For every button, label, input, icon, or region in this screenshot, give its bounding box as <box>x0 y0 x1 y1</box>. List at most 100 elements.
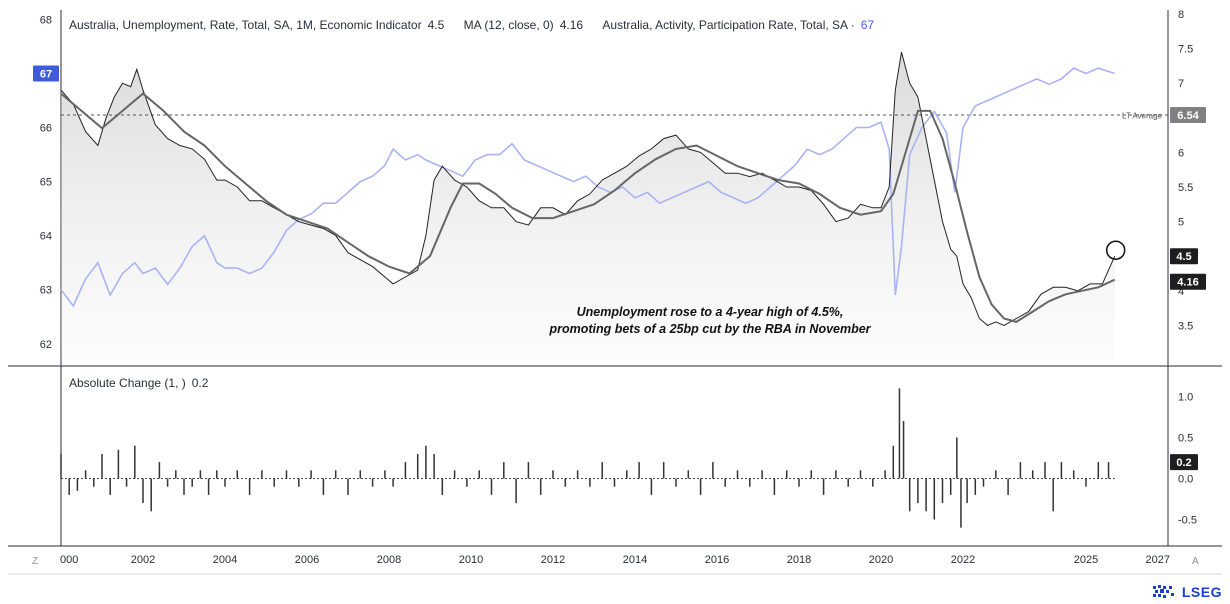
change-bar <box>884 470 886 479</box>
change-bar <box>960 478 962 528</box>
ma-badge-bg <box>1170 273 1206 290</box>
value-badges: 676.544.54.160.2 <box>33 65 1206 471</box>
x-axis-tick: 2018 <box>787 554 811 566</box>
lt-average-label: LT Average <box>1122 112 1163 121</box>
change-bar <box>150 478 152 512</box>
change-bar <box>576 470 579 479</box>
change-badge: 0.2 <box>1176 457 1191 469</box>
change-bar <box>101 453 103 479</box>
legend-ma-value: 4.16 <box>559 18 584 32</box>
change-bar <box>872 478 874 487</box>
x-axis-tick: 2002 <box>131 554 155 566</box>
change-bar <box>322 478 325 495</box>
legend-ma-label: MA (12, close, 0) <box>463 18 554 32</box>
change-bar <box>589 478 591 487</box>
change-bar <box>724 478 726 487</box>
change-bar <box>798 478 800 487</box>
change-bar <box>285 470 288 479</box>
series-lines: LT Average <box>60 51 1168 326</box>
left-axis-tick: 62 <box>40 339 52 351</box>
change-bar <box>236 470 239 479</box>
ma-badge: 4.16 <box>1177 277 1198 289</box>
change-bar <box>638 462 640 479</box>
change-bar <box>261 470 263 479</box>
ma-line <box>60 92 1116 323</box>
left-axis-tick: 68 <box>40 14 52 26</box>
left-axis-tick: 63 <box>40 285 52 297</box>
change-bar <box>199 470 202 479</box>
change-bar <box>125 478 128 487</box>
change-bar <box>699 478 702 495</box>
x-axis-tick: 2027 <box>1146 554 1170 566</box>
change-bar <box>785 470 788 479</box>
change-bar <box>1031 470 1034 479</box>
timezone-toggle[interactable]: Z <box>32 556 39 567</box>
change-bar <box>216 470 218 479</box>
main-legend: Australia, Unemployment, Rate, Total, SA… <box>69 18 874 32</box>
change-bar <box>433 453 435 479</box>
change-bar <box>835 470 837 479</box>
change-bar <box>1007 478 1009 495</box>
change-bar <box>503 462 505 479</box>
change-bar <box>371 478 374 487</box>
change-bar <box>183 478 185 495</box>
change-bar <box>662 462 665 479</box>
change-bar <box>847 478 849 487</box>
change-bar <box>1085 478 1087 487</box>
change-bar <box>966 478 968 504</box>
change-bar <box>687 470 690 479</box>
change-bar <box>1097 462 1100 479</box>
participation-badge-bg <box>33 65 59 82</box>
change-bar <box>515 478 517 504</box>
lower-axis-tick: -0.5 <box>1178 515 1197 527</box>
change-bar <box>1060 462 1063 479</box>
lower-axis-tick: 0.5 <box>1178 433 1193 445</box>
change-bar <box>60 453 62 479</box>
x-axis-tick: 2025 <box>1074 554 1098 566</box>
axis-labels: 626364656667683.544.555.566.577.58-0.50.… <box>40 9 1197 566</box>
legend-unemployment-value: 4.5 <box>427 18 445 32</box>
change-bar <box>564 478 567 487</box>
change-bar <box>626 470 628 479</box>
change-bar <box>310 470 312 479</box>
change-bar <box>109 478 111 495</box>
right-axis-tick: 3.5 <box>1178 320 1193 332</box>
legend-unemployment-label: Australia, Unemployment, Rate, Total, SA… <box>69 18 422 32</box>
x-axis-tick: 2004 <box>213 554 237 566</box>
change-bar <box>490 478 493 495</box>
change-bar <box>859 470 862 479</box>
legend-participation-label: Australia, Activity, Participation Rate,… <box>602 18 855 32</box>
change-bar <box>892 445 895 479</box>
change-bar <box>941 478 944 504</box>
change-bar <box>191 478 193 487</box>
x-axis-tick: 2012 <box>541 554 565 566</box>
x-axis-tick: 000 <box>60 554 78 566</box>
lseg-logo-text: LSEG <box>1181 584 1222 600</box>
change-bar <box>248 478 251 495</box>
change-bar <box>392 478 394 487</box>
change-bar <box>552 470 554 479</box>
change-bar <box>1019 462 1022 479</box>
x-axis-tick: 2022 <box>951 554 975 566</box>
change-bars <box>60 388 1115 528</box>
change-bar <box>466 478 468 487</box>
change-bar <box>601 462 603 479</box>
change-bar <box>1072 470 1075 479</box>
change-bar <box>478 470 480 479</box>
participation-line <box>60 67 1115 308</box>
change-bar <box>175 470 177 479</box>
x-axis-tick: 2020 <box>869 554 893 566</box>
right-axis-tick: 7 <box>1178 78 1184 90</box>
change-badge-bg <box>1170 454 1198 471</box>
change-bar <box>117 449 120 479</box>
right-axis-tick: 4 <box>1178 286 1184 298</box>
auto-scale-toggle[interactable]: A <box>1192 556 1199 567</box>
change-bar <box>384 470 386 479</box>
change-bar <box>166 478 169 487</box>
change-bar <box>273 478 275 487</box>
right-axis-tick: 5.5 <box>1178 182 1193 194</box>
change-bar <box>453 470 456 479</box>
legend-change-value: 0.2 <box>191 376 209 390</box>
annotation-text: Unemployment rose to a 4-year high of 4.… <box>530 304 890 338</box>
change-bar <box>995 470 997 479</box>
